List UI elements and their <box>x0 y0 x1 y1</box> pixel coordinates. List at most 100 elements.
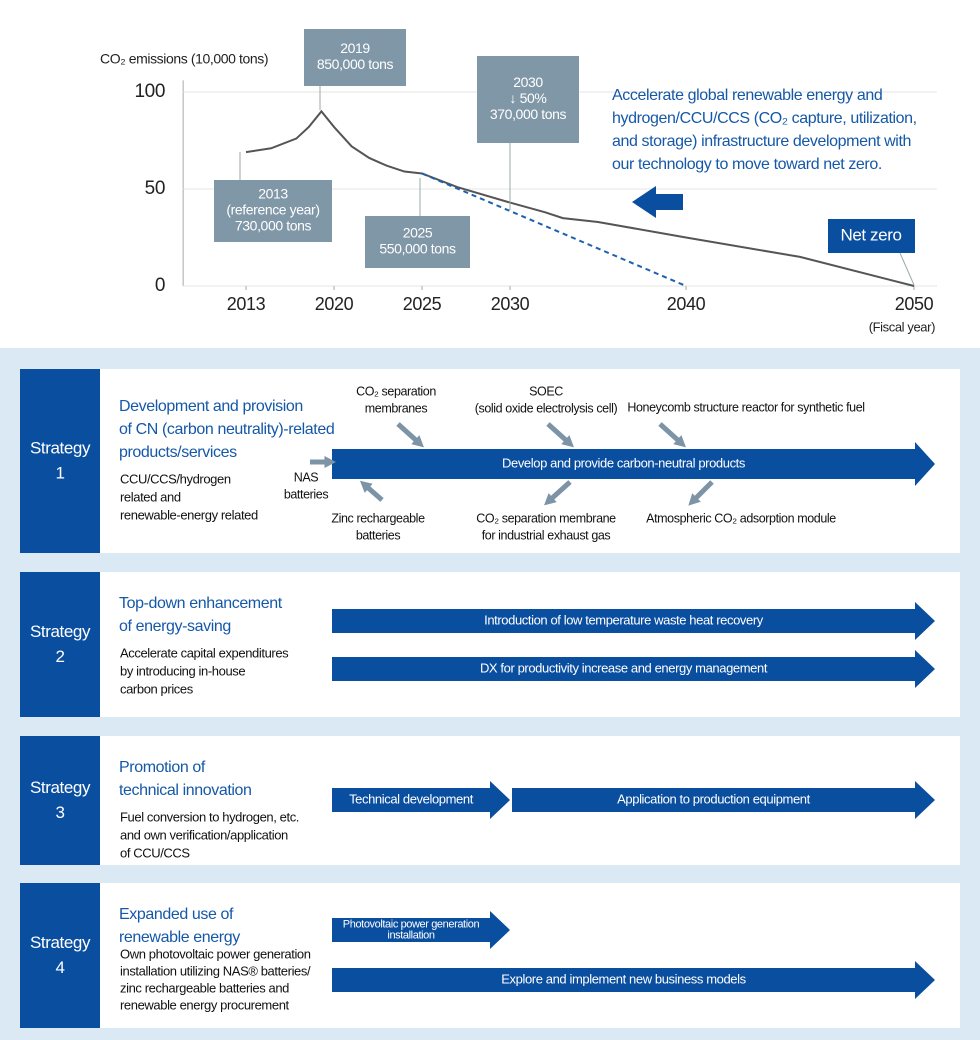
x-tick-label: 2030 <box>491 294 530 314</box>
strategy-description: CCU/CCS/hydrogen <box>120 471 231 486</box>
input-text: batteries <box>356 528 400 542</box>
strategy-description: by introducing in-house <box>120 663 245 678</box>
y-tick-label: 50 <box>145 178 165 199</box>
strategy-heading: renewable energy <box>119 929 240 946</box>
strategy-heading: of CN (carbon neutrality)-related <box>119 421 334 438</box>
annotation-text: 730,000 tons <box>235 218 312 234</box>
net-zero-leader <box>899 252 915 286</box>
strategy-description: Fuel conversion to hydrogen, etc. <box>120 809 299 824</box>
strategy-heading: of energy-saving <box>119 618 231 635</box>
input-text: batteries <box>284 487 328 501</box>
x-tick-label: 2020 <box>315 294 354 314</box>
strategy-description: related and <box>120 489 181 504</box>
strategy-description: Accelerate capital expenditures <box>120 645 289 660</box>
strategy-description: renewable energy procurement <box>120 997 290 1012</box>
strategy-tag <box>20 883 100 1028</box>
annotation-box <box>304 29 406 86</box>
net-zero-box <box>828 219 915 253</box>
input-arrow <box>364 484 384 502</box>
input-text: (solid oxide electrolysis cell) <box>475 401 618 415</box>
data-line <box>245 109 915 287</box>
strategy-arrow-text: Explore and implement new business model… <box>501 971 746 986</box>
input-arrow-head <box>673 435 686 448</box>
x-axis-title: (Fiscal year) <box>869 319 935 334</box>
input-text: Honeycomb structure reactor for syntheti… <box>627 400 864 414</box>
input-text: for industrial exhaust gas <box>482 528 611 542</box>
input-text: CO₂ separation <box>356 384 436 398</box>
strategy-label: Strategy <box>30 622 91 641</box>
input-text: CO₂ separation membrane <box>476 511 616 525</box>
input-arrow <box>546 422 570 444</box>
strategy-heading: products/services <box>119 444 237 461</box>
strategy-arrow <box>332 781 510 819</box>
input-arrow-head <box>324 455 336 469</box>
strategy-description: Own photovoltaic power generation <box>120 946 311 961</box>
input-text: Zinc rechargeable <box>331 511 425 525</box>
strategy-arrow <box>332 961 935 999</box>
strategy-number: 4 <box>55 958 64 977</box>
strategy-arrow-text: Photovoltaic power generation <box>343 918 480 930</box>
strategy-description: of CCU/CCS <box>120 845 190 860</box>
strategy-arrow-text: Develop and provide carbon-neutral produ… <box>502 455 746 470</box>
annotation-text: 2025 <box>403 225 433 241</box>
strategy-heading: Expanded use of <box>119 906 234 923</box>
input-arrow <box>548 480 572 502</box>
strategy-arrow-text: Technical development <box>349 791 474 806</box>
strategy-number: 1 <box>55 463 64 482</box>
strategy-tag <box>20 736 100 865</box>
annotation-box <box>477 56 579 143</box>
input-arrow-head <box>561 435 574 448</box>
y-tick-label: 100 <box>134 81 165 102</box>
strategy-description: installation utilizing NAS® batteries/ <box>120 963 311 978</box>
input-arrow <box>658 422 682 444</box>
strategy-arrow <box>332 442 935 486</box>
strategy-heading: technical innovation <box>119 782 252 799</box>
strategy-label: Strategy <box>30 438 91 457</box>
annotation-text: 370,000 tons <box>490 106 567 122</box>
strategy-number: 3 <box>55 803 64 822</box>
strategy-arrow <box>332 602 935 640</box>
annotation-text: 850,000 tons <box>317 56 394 72</box>
strategy-heading: Development and provision <box>119 398 303 415</box>
x-tick-label: 2025 <box>403 294 442 314</box>
strategy-arrow <box>512 781 935 819</box>
input-arrow <box>396 422 420 444</box>
x-tick-label: 2050 <box>895 294 934 314</box>
annotation-text: 2019 <box>340 40 370 56</box>
strategy-tag <box>20 572 100 717</box>
strategy-arrow <box>332 650 935 688</box>
input-arrow-head <box>688 493 701 506</box>
strategy-label: Strategy <box>30 778 91 797</box>
y-tick-label: 0 <box>155 275 165 296</box>
strategy-row <box>20 572 960 717</box>
annotation-text: (reference year) <box>226 202 319 218</box>
input-arrow-head <box>359 480 373 493</box>
message-text: Accelerate global renewable energy and <box>612 87 882 104</box>
strategy-arrow-text: Application to production equipment <box>617 791 810 806</box>
input-arrow-head <box>411 435 424 448</box>
strategy-description: and own verification/application <box>120 827 288 842</box>
input-text: Atmospheric CO₂ adsorption module <box>646 511 836 525</box>
annotation-text: ↓ 50% <box>510 90 547 106</box>
strategy-arrow-text: installation <box>387 929 434 941</box>
annotation-text: 2013 <box>258 186 288 202</box>
left-arrow <box>632 186 683 218</box>
strategy-description: carbon prices <box>120 681 194 696</box>
message-text: and storage) infrastructure development … <box>612 133 911 150</box>
data-line <box>421 172 687 287</box>
strategy-arrow-text: Introduction of low temperature waste he… <box>484 612 764 627</box>
input-text: SOEC <box>529 384 563 398</box>
strategy-description: zinc rechargeable batteries and <box>120 980 289 995</box>
strategy-label: Strategy <box>30 933 91 952</box>
strategy-number: 2 <box>55 647 64 666</box>
input-arrow-head <box>544 493 557 506</box>
annotation-box <box>214 180 332 242</box>
x-tick-label: 2040 <box>667 294 706 314</box>
annotation-text: 2030 <box>513 74 543 90</box>
input-text: membranes <box>365 401 428 415</box>
input-text: NAS <box>294 470 319 484</box>
strategy-arrow-text: DX for productivity increase and energy … <box>480 660 768 675</box>
x-tick-label: 2013 <box>227 294 266 314</box>
strategy-tag <box>20 369 100 553</box>
